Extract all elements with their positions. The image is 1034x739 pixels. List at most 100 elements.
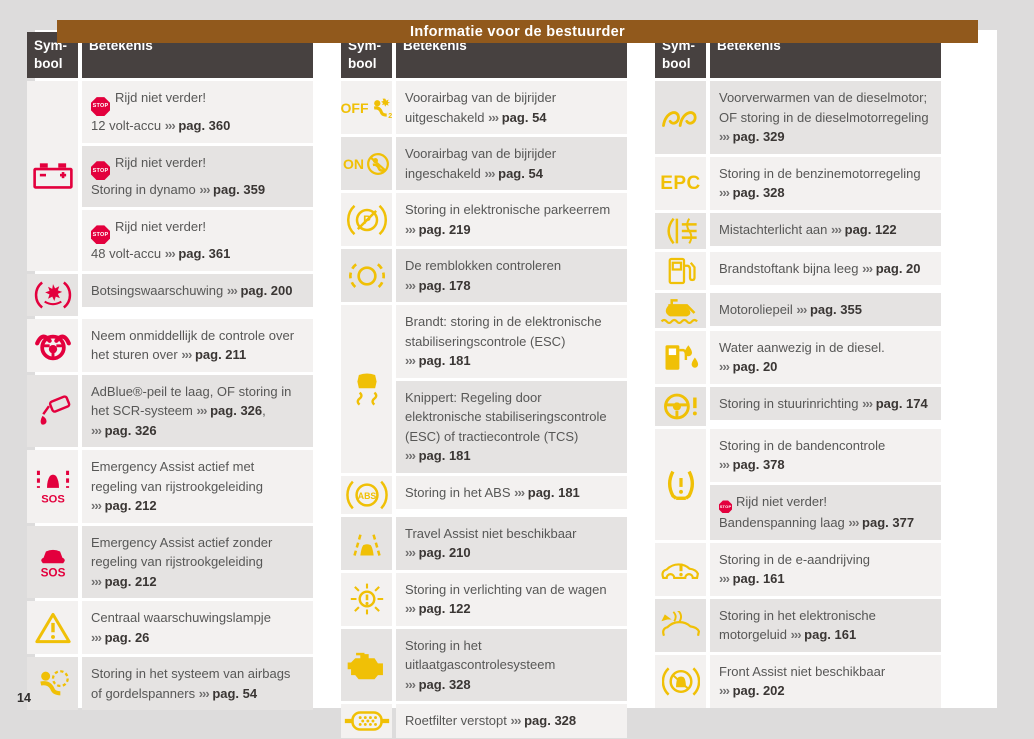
page-reference[interactable]: ››› pag. 360 <box>165 118 231 133</box>
meaning-text: Storing in de e-aandrijving <box>719 551 871 567</box>
page-reference[interactable]: ››› pag. 181 <box>405 448 471 463</box>
reference-arrows-icon: ››› <box>831 221 842 237</box>
page-reference[interactable]: ››› pag. 20 <box>719 359 777 374</box>
steering-fault-icon <box>655 386 706 426</box>
meaning-text: Rijd niet verder! <box>115 90 207 106</box>
rear-fog-light-icon <box>655 212 706 249</box>
page-reference[interactable]: ››› pag. 54 <box>485 166 543 181</box>
page-reference[interactable]: ››› pag. 212 <box>91 498 157 513</box>
page-reference[interactable]: ››› pag. 210 <box>405 545 471 560</box>
page-reference[interactable]: ››› pag. 211 <box>181 347 246 362</box>
table-row: Storing in de bandencontrole ››› pag. 37… <box>655 428 941 540</box>
table-row: Mistachterlicht aan ››› pag. 122 <box>655 212 941 249</box>
page-reference[interactable]: ››› pag. 54 <box>199 686 257 701</box>
page-reference-label: pag. 360 <box>174 118 231 134</box>
page-reference[interactable]: ››› pag. 26 <box>91 630 149 645</box>
svg-text:SOS: SOS <box>41 493 65 505</box>
page-reference-label: pag. 54 <box>494 165 543 181</box>
table-row: Neem onmiddellijk de controle over het s… <box>27 318 313 372</box>
meaning-text: Emergency Assist actief met regeling van… <box>91 459 263 494</box>
meaning-text: Storing in het systeem van airbags of go… <box>91 666 291 701</box>
page-reference[interactable]: ››› pag. 181 <box>405 353 471 368</box>
meaning-cell: Voorverwarmen van de dieselmotor; OF sto… <box>710 81 941 154</box>
stop-icon: STOP <box>91 97 110 117</box>
page-reference-label: pag. 329 <box>729 129 785 145</box>
table-row: Motoroliepeil ››› pag. 355 <box>655 292 941 328</box>
page-reference[interactable]: ››› pag. 328 <box>405 677 471 692</box>
water-in-fuel-icon <box>655 330 706 384</box>
reference-arrows-icon: ››› <box>510 713 522 729</box>
page-reference[interactable]: ››› pag. 161 <box>791 627 857 642</box>
meaning-text: Brandt: storing in de elektronische stab… <box>405 314 602 349</box>
reference-arrows-icon: ››› <box>719 359 730 375</box>
meaning-text: Mistachterlicht aan <box>719 221 828 237</box>
svg-text:ABS: ABS <box>357 491 376 501</box>
table-row: EPC Storing in de benzinemotorregeling ››… <box>655 156 941 210</box>
meaning-cell: STOP Rijd niet verder! 48 volt-accu ››› pa… <box>82 209 313 271</box>
meaning-cell: Emergency Assist actief met regeling van… <box>82 450 313 523</box>
page-reference[interactable]: ››› pag. 361 <box>165 246 231 261</box>
meaning-cell: Front Assist niet beschikbaar ››› pag. 2… <box>710 654 941 708</box>
meaning-cell: Storing in het ABS ››› pag. 181 <box>396 475 627 510</box>
page-reference[interactable]: ››› pag. 161 <box>719 571 785 586</box>
reference-arrows-icon: ››› <box>488 109 499 125</box>
table-row: Botsingswaarschuwing ››› pag. 200 <box>27 273 313 316</box>
meaning-text: Emergency Assist actief zonder regeling … <box>91 534 273 570</box>
page-reference[interactable]: ››› pag. 178 <box>405 278 471 293</box>
meaning-cell: Motoroliepeil ››› pag. 355 <box>710 292 941 327</box>
stop-icon: STOP <box>719 500 732 514</box>
meaning-cell: STOP Rijd niet verder! Bandenspanning laag… <box>710 484 941 540</box>
page-reference-label: pag. 326 <box>101 422 157 438</box>
parking-brake-fault-icon: P <box>341 193 392 247</box>
page-reference-label: pag. 20 <box>729 359 778 375</box>
page-reference[interactable]: ››› pag. 181 <box>514 485 580 500</box>
reference-arrows-icon: ››› <box>719 185 730 201</box>
engine-sound-fault-icon <box>655 598 706 652</box>
meaning-text: Voorairbag van de bijrijder uitgeschakel… <box>405 90 557 125</box>
meaning-text: Botsingswaarschuwing <box>91 282 224 298</box>
reference-arrows-icon: ››› <box>790 627 802 643</box>
stop-icon: STOP <box>91 161 110 181</box>
meaning-cell: STOP Rijd niet verder! 12 volt-accu ››› pa… <box>82 81 313 143</box>
page-reference[interactable]: ››› pag. 54 <box>488 110 546 125</box>
page-reference-label: pag. 359 <box>209 182 266 198</box>
meaning-text: 48 volt-accu <box>91 246 162 262</box>
page-reference[interactable]: ››› pag. 122 <box>831 222 897 237</box>
meaning-text: Storing in elektronische parkeerrem <box>405 202 611 218</box>
page-reference[interactable]: ››› pag. 326 <box>197 403 263 418</box>
table-row: SOS Emergency Assist actief met regeling … <box>27 450 313 523</box>
page-reference[interactable]: ››› pag. 355 <box>796 302 862 317</box>
page-reference[interactable]: ››› pag. 326 <box>91 423 157 438</box>
symbol-table: Sym-bool Betekenis STOPRijd niet verder! 12… <box>27 32 313 711</box>
meaning-text: Travel Assist niet beschikbaar <box>405 525 577 541</box>
page-reference-label: pag. 178 <box>415 277 471 293</box>
page-reference[interactable]: ››› pag. 328 <box>511 713 577 728</box>
meaning-text: Centraal waarschuwingslampje <box>91 610 271 626</box>
reference-arrows-icon: ››› <box>862 395 873 411</box>
page-reference[interactable]: ››› pag. 174 <box>862 396 928 411</box>
page-reference[interactable]: ››› pag. 20 <box>862 261 920 276</box>
page-reference[interactable]: ››› pag. 219 <box>405 222 471 237</box>
page-reference-label: pag. 328 <box>729 185 785 201</box>
table-row: Storing in stuurinrichting ››› pag. 174 <box>655 386 941 426</box>
page-reference[interactable]: ››› pag. 328 <box>719 185 785 200</box>
page-reference-label: pag. 20 <box>872 260 921 276</box>
page-reference-label: pag. 328 <box>520 713 577 729</box>
table-row: Travel Assist niet beschikbaar ››› pag. … <box>341 516 627 570</box>
reference-arrows-icon: ››› <box>405 353 416 369</box>
meaning-text: AdBlue®-peil te laag, OF storing in het … <box>91 383 292 419</box>
reference-arrows-icon: ››› <box>405 277 416 293</box>
page-reference[interactable]: ››› pag. 378 <box>719 457 785 472</box>
page-reference[interactable]: ››› pag. 377 <box>848 515 914 530</box>
page-reference[interactable]: ››› pag. 200 <box>227 283 293 298</box>
meaning-cell: Storing in de benzinemotorregeling ››› p… <box>710 156 941 210</box>
page-reference[interactable]: ››› pag. 329 <box>719 129 785 144</box>
front-assist-icon <box>655 654 706 708</box>
page-reference[interactable]: ››› pag. 212 <box>91 574 157 589</box>
meaning-text: Motoroliepeil <box>719 301 793 317</box>
page-reference[interactable]: ››› pag. 202 <box>719 683 785 698</box>
page-reference[interactable]: ››› pag. 359 <box>199 182 265 197</box>
page-reference[interactable]: ››› pag. 122 <box>405 601 471 616</box>
meaning-cell: AdBlue®-peil te laag, OF storing in het … <box>82 374 313 448</box>
